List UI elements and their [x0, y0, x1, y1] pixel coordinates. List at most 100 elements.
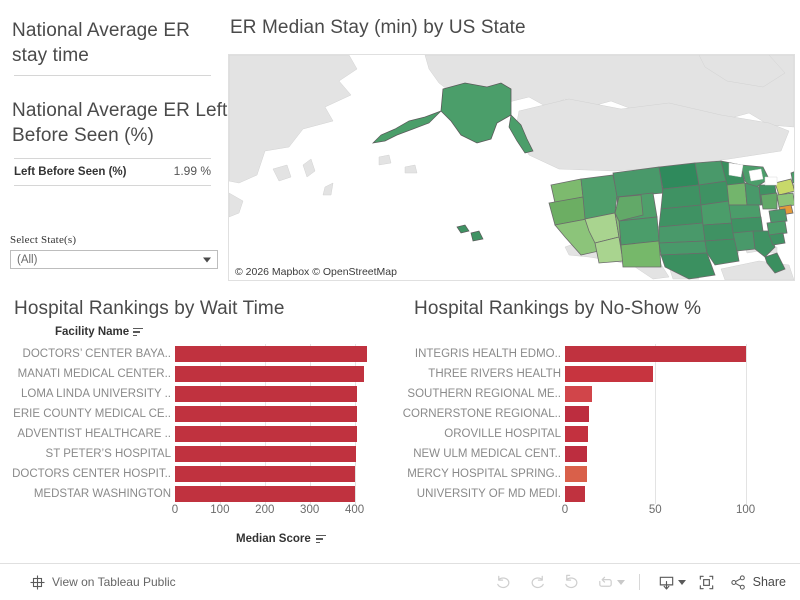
kpi-row-label: Left Before Seen (%)	[14, 166, 127, 178]
category-header[interactable]: Facility Name	[55, 326, 144, 338]
bar-row[interactable]: DOCTORS’ CENTER BAYA..	[0, 344, 400, 364]
bar-track	[565, 384, 800, 404]
bar-row[interactable]: UNIVERSITY OF MD MEDI.	[400, 484, 800, 504]
bar-row[interactable]: ADVENTIST HEALTHCARE ..	[0, 424, 400, 444]
gridline	[745, 424, 747, 444]
bar[interactable]	[175, 346, 367, 362]
bar-row[interactable]: OROVILLE HOSPITAL	[400, 424, 800, 444]
view-on-tableau-public-button[interactable]: View on Tableau Public	[30, 575, 176, 590]
bar[interactable]	[175, 386, 358, 402]
gridline	[745, 384, 747, 404]
kpi-row-value: 1.99 %	[173, 164, 211, 178]
map-state-nd	[658, 162, 700, 190]
bar-category-label: LOMA LINDA UNIVERSITY ..	[21, 388, 171, 400]
x-axis-tick: 300	[300, 504, 320, 516]
map-state-ms-al	[732, 230, 756, 252]
bar-category-label: MANATI MEDICAL CENTER..	[17, 368, 171, 380]
state-filter-dropdown[interactable]: (All)	[10, 250, 218, 269]
map-state-pa	[776, 192, 794, 208]
map-state-nm	[620, 240, 662, 268]
bar[interactable]	[565, 406, 590, 422]
bar-row[interactable]: DOCTORS CENTER HOSPIT..	[0, 464, 400, 484]
bar-rows: DOCTORS’ CENTER BAYA.. MANATI MEDICAL CEN…	[0, 344, 400, 504]
refresh-chevron-down-icon[interactable]	[616, 579, 625, 585]
bar-row[interactable]: MEDSTAR WASHINGTON	[0, 484, 400, 504]
share-button[interactable]: Share	[730, 574, 786, 591]
download-chevron-down-icon[interactable]	[677, 579, 686, 585]
chart-hospital-wait-time: Hospital Rankings by Wait Time Facility …	[0, 288, 400, 563]
bar[interactable]	[565, 446, 587, 462]
fullscreen-icon	[699, 575, 714, 589]
bar-category-label: NEW ULM MEDICAL CENT..	[413, 448, 561, 460]
download-button[interactable]	[650, 569, 684, 595]
bar-row[interactable]: THREE RIVERS HEALTH	[400, 364, 800, 384]
bar-row[interactable]: MERCY HOSPITAL SPRING..	[400, 464, 800, 484]
state-filter-value: (All)	[17, 253, 38, 266]
bar[interactable]	[565, 426, 588, 442]
bar-row[interactable]: ERIE COUNTY MEDICAL CE..	[0, 404, 400, 424]
chart-title: Hospital Rankings by Wait Time	[14, 298, 285, 319]
gridline	[655, 484, 657, 504]
bar[interactable]	[175, 426, 357, 442]
bar[interactable]	[175, 406, 358, 422]
bar[interactable]	[565, 486, 585, 502]
map-state-tx	[660, 252, 716, 280]
choropleth-map[interactable]: © 2026 Mapbox © OpenStreetMap	[228, 54, 795, 281]
bar-track	[175, 404, 400, 424]
bar-row[interactable]: INTEGRIS HEALTH EDMO..	[400, 344, 800, 364]
plot-area: INTEGRIS HEALTH EDMO.. THREE RIVERS HEALT…	[400, 344, 800, 504]
undo-button[interactable]	[487, 569, 521, 595]
map-state-ks	[658, 222, 706, 244]
map-state-il	[726, 182, 748, 206]
bar-row[interactable]: CORNERSTONE REGIONAL..	[400, 404, 800, 424]
bar[interactable]	[175, 466, 355, 482]
revert-icon	[565, 574, 578, 588]
bar-track	[565, 444, 800, 464]
x-axis-title-label: Median Score	[236, 533, 311, 545]
x-axis-tick: 100	[210, 504, 230, 516]
bar[interactable]	[175, 486, 355, 502]
toolbar-divider	[638, 574, 640, 590]
revert-button[interactable]	[555, 569, 589, 595]
redo-button[interactable]	[521, 569, 555, 595]
fullscreen-button[interactable]	[690, 569, 724, 595]
map-canvas[interactable]	[229, 55, 794, 280]
bar-row[interactable]: MANATI MEDICAL CENTER..	[0, 364, 400, 384]
sort-descending-icon[interactable]	[133, 327, 144, 337]
x-axis-tick: 50	[648, 504, 662, 516]
bar[interactable]	[175, 366, 364, 382]
x-axis-ticks: 0 50 100	[400, 504, 800, 526]
share-label: Share	[752, 575, 786, 589]
gridline	[655, 364, 657, 384]
gridline	[745, 484, 747, 504]
bar-category-label: ADVENTIST HEALTHCARE ..	[17, 428, 171, 440]
state-filter: Select State(s) (All)	[10, 234, 218, 269]
bar[interactable]	[565, 466, 587, 482]
bar-track	[565, 424, 800, 444]
bar[interactable]	[565, 366, 654, 382]
bar-row[interactable]: LOMA LINDA UNIVERSITY ..	[0, 384, 400, 404]
bar-row[interactable]: ST PETER’S HOSPITAL	[0, 444, 400, 464]
x-axis-tick: 400	[344, 504, 365, 516]
bar-row[interactable]: NEW ULM MEDICAL CENT..	[400, 444, 800, 464]
bar-track	[175, 464, 400, 484]
bar-category-label: UNIVERSITY OF MD MEDI.	[416, 488, 561, 500]
bar-track	[175, 424, 400, 444]
gridline	[655, 464, 657, 484]
bar-row[interactable]: SOUTHERN REGIONAL ME..	[400, 384, 800, 404]
gridline	[745, 404, 747, 424]
sort-descending-icon[interactable]	[315, 534, 326, 544]
bar-track	[175, 484, 400, 504]
x-axis-title[interactable]: Median Score	[236, 533, 326, 545]
bar-category-label: MEDSTAR WASHINGTON	[33, 488, 171, 500]
bar[interactable]	[175, 446, 356, 462]
kpi-filter-panel: National Average ER stay time National A…	[0, 0, 227, 285]
gridline	[745, 464, 747, 484]
x-axis-tick: 0	[561, 504, 569, 516]
map-state-hawaii	[456, 224, 484, 242]
map-great-lakes	[728, 162, 778, 186]
refresh-button[interactable]	[589, 569, 623, 595]
bar[interactable]	[565, 386, 593, 402]
bar[interactable]	[565, 346, 746, 362]
